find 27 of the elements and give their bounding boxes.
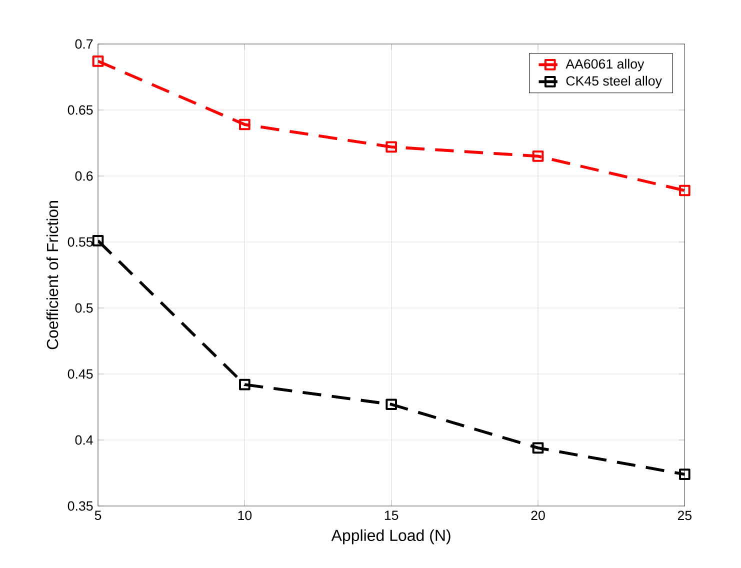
point bbox=[386, 398, 398, 410]
point bbox=[679, 468, 690, 480]
x-tick-label: 5 bbox=[94, 510, 102, 520]
y-tick-label: 0.45 bbox=[68, 369, 93, 379]
point bbox=[239, 378, 250, 390]
x-tick-label: 15 bbox=[384, 510, 398, 520]
y-tick-label: 0.4 bbox=[75, 435, 93, 445]
point bbox=[92, 235, 104, 246]
legend-label: CK45 steel alloy bbox=[566, 76, 662, 88]
point bbox=[239, 118, 250, 130]
legend-label: AA6061 alloy bbox=[566, 58, 644, 72]
point bbox=[532, 150, 544, 162]
y-tick-label: 0.65 bbox=[68, 105, 93, 115]
y-tick-label: 0.7 bbox=[75, 39, 93, 49]
x-tick-label: 25 bbox=[678, 510, 692, 520]
point bbox=[386, 141, 398, 153]
point bbox=[532, 442, 544, 454]
y-tick-label: 0.35 bbox=[68, 501, 93, 511]
y-tick-label: 0.6 bbox=[75, 171, 93, 181]
y-tick-label: 0.5 bbox=[75, 303, 93, 313]
x-tick-label: 20 bbox=[531, 510, 545, 520]
x-tick-label: 10 bbox=[238, 510, 252, 520]
y-axis-title: Coefficient of Friction bbox=[46, 201, 58, 350]
point bbox=[92, 55, 104, 67]
y-tick-label: 0.55 bbox=[68, 237, 93, 247]
point bbox=[679, 184, 690, 196]
x-axis-title: Applied Load (N) bbox=[331, 529, 450, 544]
